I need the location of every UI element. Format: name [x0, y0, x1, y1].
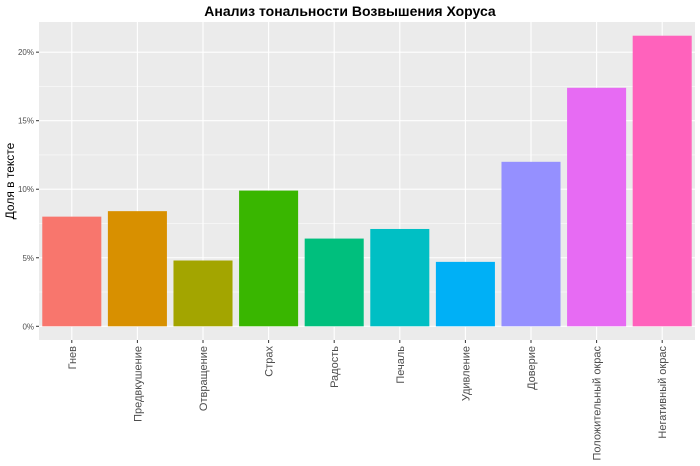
y-tick-label: 0% [22, 322, 34, 331]
x-tick-label: Доверие [526, 346, 538, 390]
bar [42, 216, 102, 327]
bar [370, 228, 430, 327]
y-tick-label: 5% [22, 254, 34, 263]
x-tick-label: Радость [329, 346, 341, 388]
x-tick-label: Отвращение [198, 346, 210, 411]
x-tick-label: Удивление [460, 346, 472, 401]
bar [435, 261, 495, 327]
x-tick-label: Предвкушение [132, 346, 144, 422]
x-tick-label: Положительный окрас [592, 346, 604, 461]
bar [567, 87, 627, 327]
x-tick-label: Негативный окрас [657, 346, 669, 439]
chart-title: Анализ тональности Возвышения Хоруса [204, 3, 496, 19]
y-tick-label: 15% [18, 117, 34, 126]
x-axis-ticks: Гнев Предвкушение Отвращение Страх Радость Пе… [67, 340, 669, 461]
bars [42, 35, 692, 327]
bar [632, 35, 692, 327]
x-tick-label: Страх [264, 346, 276, 377]
bar [107, 211, 167, 327]
y-axis-title: Доля в тексте [3, 142, 17, 219]
x-tick-label: Печаль [395, 346, 407, 384]
x-tick-label: Гнев [67, 346, 79, 370]
bar [239, 190, 299, 327]
bar [501, 161, 561, 327]
y-axis-ticks: 0% 5% 10% 15% 20% [18, 48, 39, 331]
y-tick-label: 10% [18, 185, 34, 194]
bar [304, 238, 364, 327]
y-tick-label: 20% [18, 48, 34, 57]
bar [173, 260, 233, 327]
